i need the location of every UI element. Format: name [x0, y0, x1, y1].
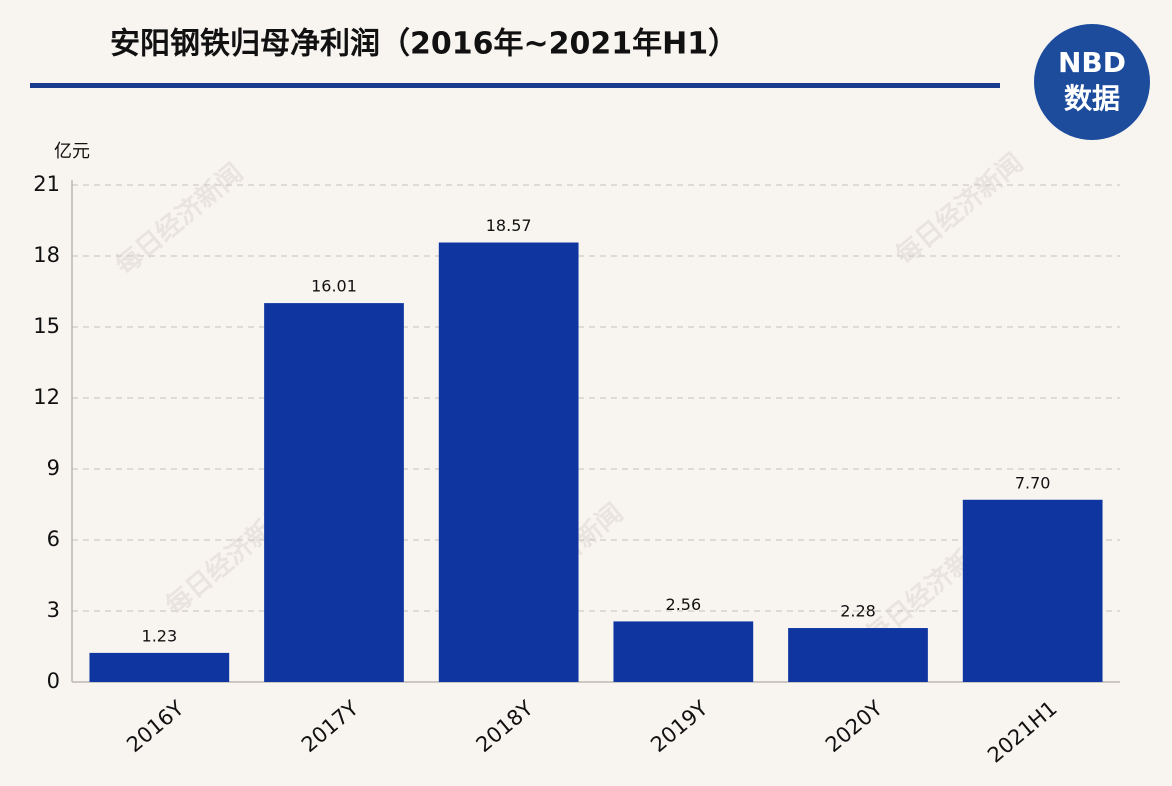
bar [89, 652, 230, 682]
watermark: 每日经济新闻 [890, 147, 1029, 271]
x-tick-label: 2018Y [472, 696, 538, 757]
bar [962, 499, 1103, 682]
value-label: 2.28 [840, 602, 876, 621]
bar [438, 242, 579, 682]
value-label: 7.70 [1015, 473, 1051, 492]
y-tick-label: 3 [47, 598, 60, 622]
y-tick-label: 12 [33, 385, 60, 409]
x-tick-label: 2016Y [122, 696, 188, 757]
value-label: 1.23 [142, 626, 178, 645]
y-tick-label: 18 [33, 243, 60, 267]
x-tick-label: 2021H1 [983, 696, 1062, 767]
bar [613, 621, 754, 682]
logo-text: NBD [1058, 46, 1126, 79]
logo-text: 数据 [1064, 82, 1120, 115]
value-label: 2.56 [666, 595, 702, 614]
title-rule [30, 83, 1000, 88]
value-label: 18.57 [486, 216, 532, 235]
x-tick-label: 2017Y [297, 696, 363, 757]
value-label: 16.01 [311, 277, 357, 296]
y-tick-label: 21 [33, 172, 60, 196]
x-tick-label: 2019Y [646, 696, 712, 757]
y-tick-label: 0 [47, 669, 60, 693]
y-unit: 亿元 [54, 141, 90, 162]
bar [264, 303, 404, 682]
y-tick-label: 6 [47, 527, 60, 551]
x-tick-label: 2020Y [821, 696, 887, 757]
chart-title: 安阳钢铁归母净利润（2016年~2021年H1） [110, 27, 738, 62]
y-tick-label: 9 [47, 456, 60, 480]
bar [788, 628, 928, 682]
logo-circle [1034, 24, 1150, 140]
watermark: 每日经济新闻 [110, 157, 249, 281]
y-tick-label: 15 [33, 314, 60, 338]
